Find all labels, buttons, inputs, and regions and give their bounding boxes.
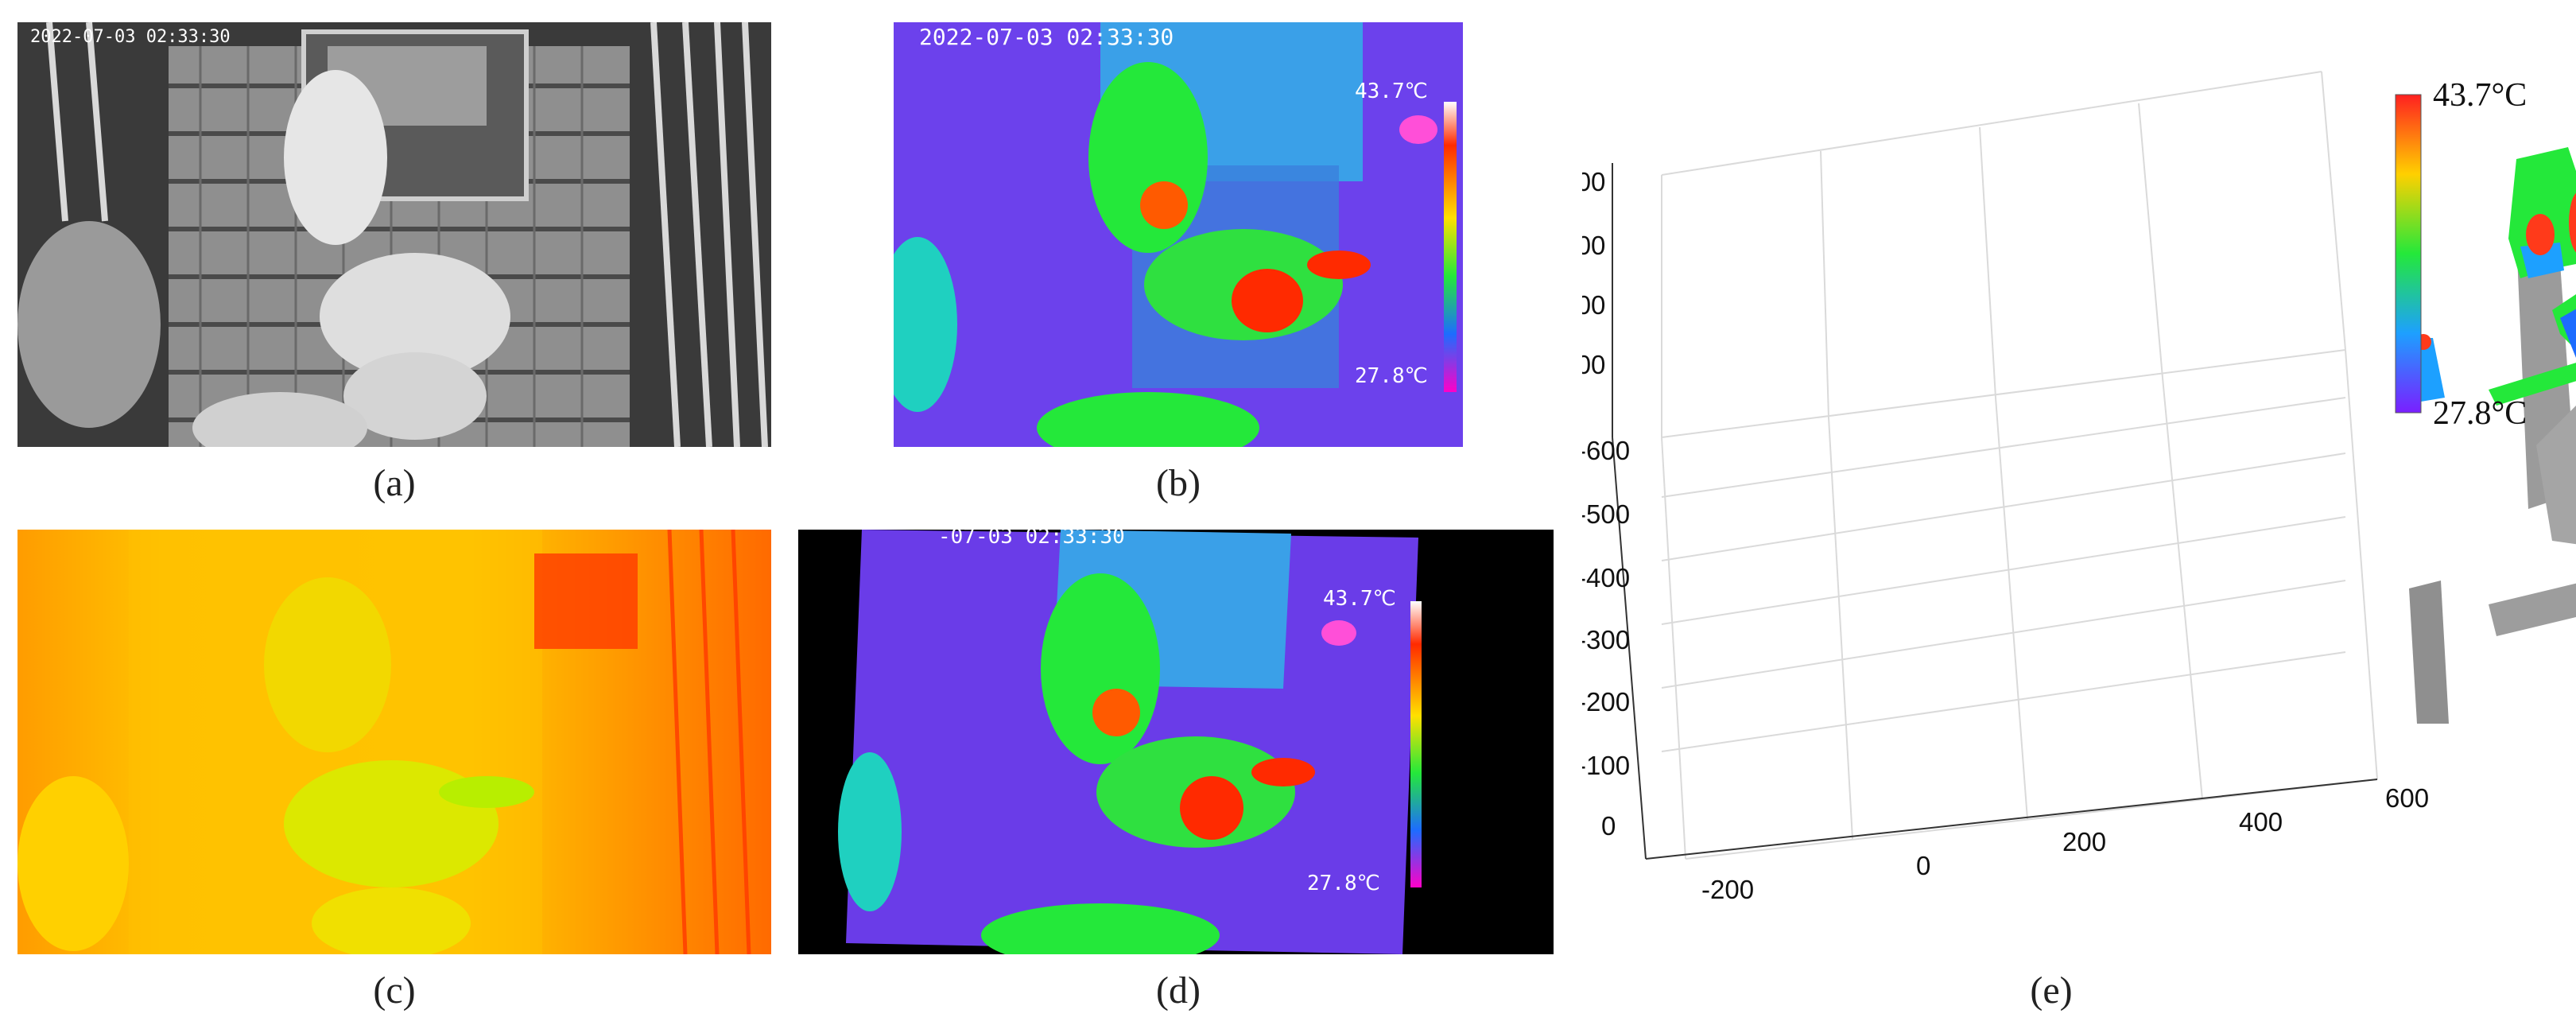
z-tick-label: 1600 (1582, 290, 1606, 320)
panel-a-timestamp: 2022-07-03 02:33:30 (30, 27, 231, 47)
y-tick-label: -200 (1582, 687, 1631, 716)
y-tick-label: -500 (1582, 499, 1631, 529)
y-tick-label: -600 (1582, 436, 1631, 465)
colorbar-min-label: 27.8°C (2433, 395, 2528, 432)
panel-e-caption: (e) (2030, 969, 2073, 1012)
panel-b-timestamp: 2022-07-03 02:33:30 (919, 24, 1174, 50)
panel-d-temp-min: 27.8℃ (1307, 872, 1380, 895)
panel-b-thermal: 2022-07-03 02:33:30 43.7℃ 27.8℃ (894, 22, 1463, 447)
panel-c-depth (17, 530, 771, 954)
colorbar (2395, 94, 2422, 414)
panel-d-caption: (d) (1156, 969, 1201, 1012)
panel-a-image: 2022-07-03 02:33:30 (17, 22, 771, 447)
x-tick-label: 0 (1916, 851, 1931, 880)
x-tick-label: 600 (2385, 783, 2430, 813)
y-tick-label: -300 (1582, 625, 1631, 654)
panel-b-temp-min: 27.8℃ (1355, 364, 1428, 388)
x-tick-label: -200 (1701, 875, 1755, 904)
colorbar-max-label: 43.7°C (2433, 77, 2528, 114)
z-tick-label: 1400 (1582, 350, 1606, 379)
x-tick-label: 400 (2239, 807, 2283, 837)
y-tick-label: 0 (1601, 811, 1616, 841)
y-tick-label: -100 (1582, 751, 1631, 780)
x-tick-label: 200 (2062, 827, 2107, 856)
panel-b-temp-max: 43.7℃ (1355, 80, 1428, 103)
panel-d-temp-max: 43.7℃ (1323, 587, 1396, 611)
panel-b-caption: (b) (1156, 462, 1201, 504)
panel-d-timestamp: -07-03 02:33:30 (938, 530, 1125, 549)
y-tick-label: -400 (1582, 563, 1631, 592)
panel-a-caption: (a) (373, 462, 416, 504)
z-tick-label: 1800 (1582, 231, 1606, 260)
panel-c-caption: (c) (373, 969, 416, 1012)
panel-d-registered-thermal: -07-03 02:33:30 43.7℃ 27.8℃ (798, 530, 1554, 954)
